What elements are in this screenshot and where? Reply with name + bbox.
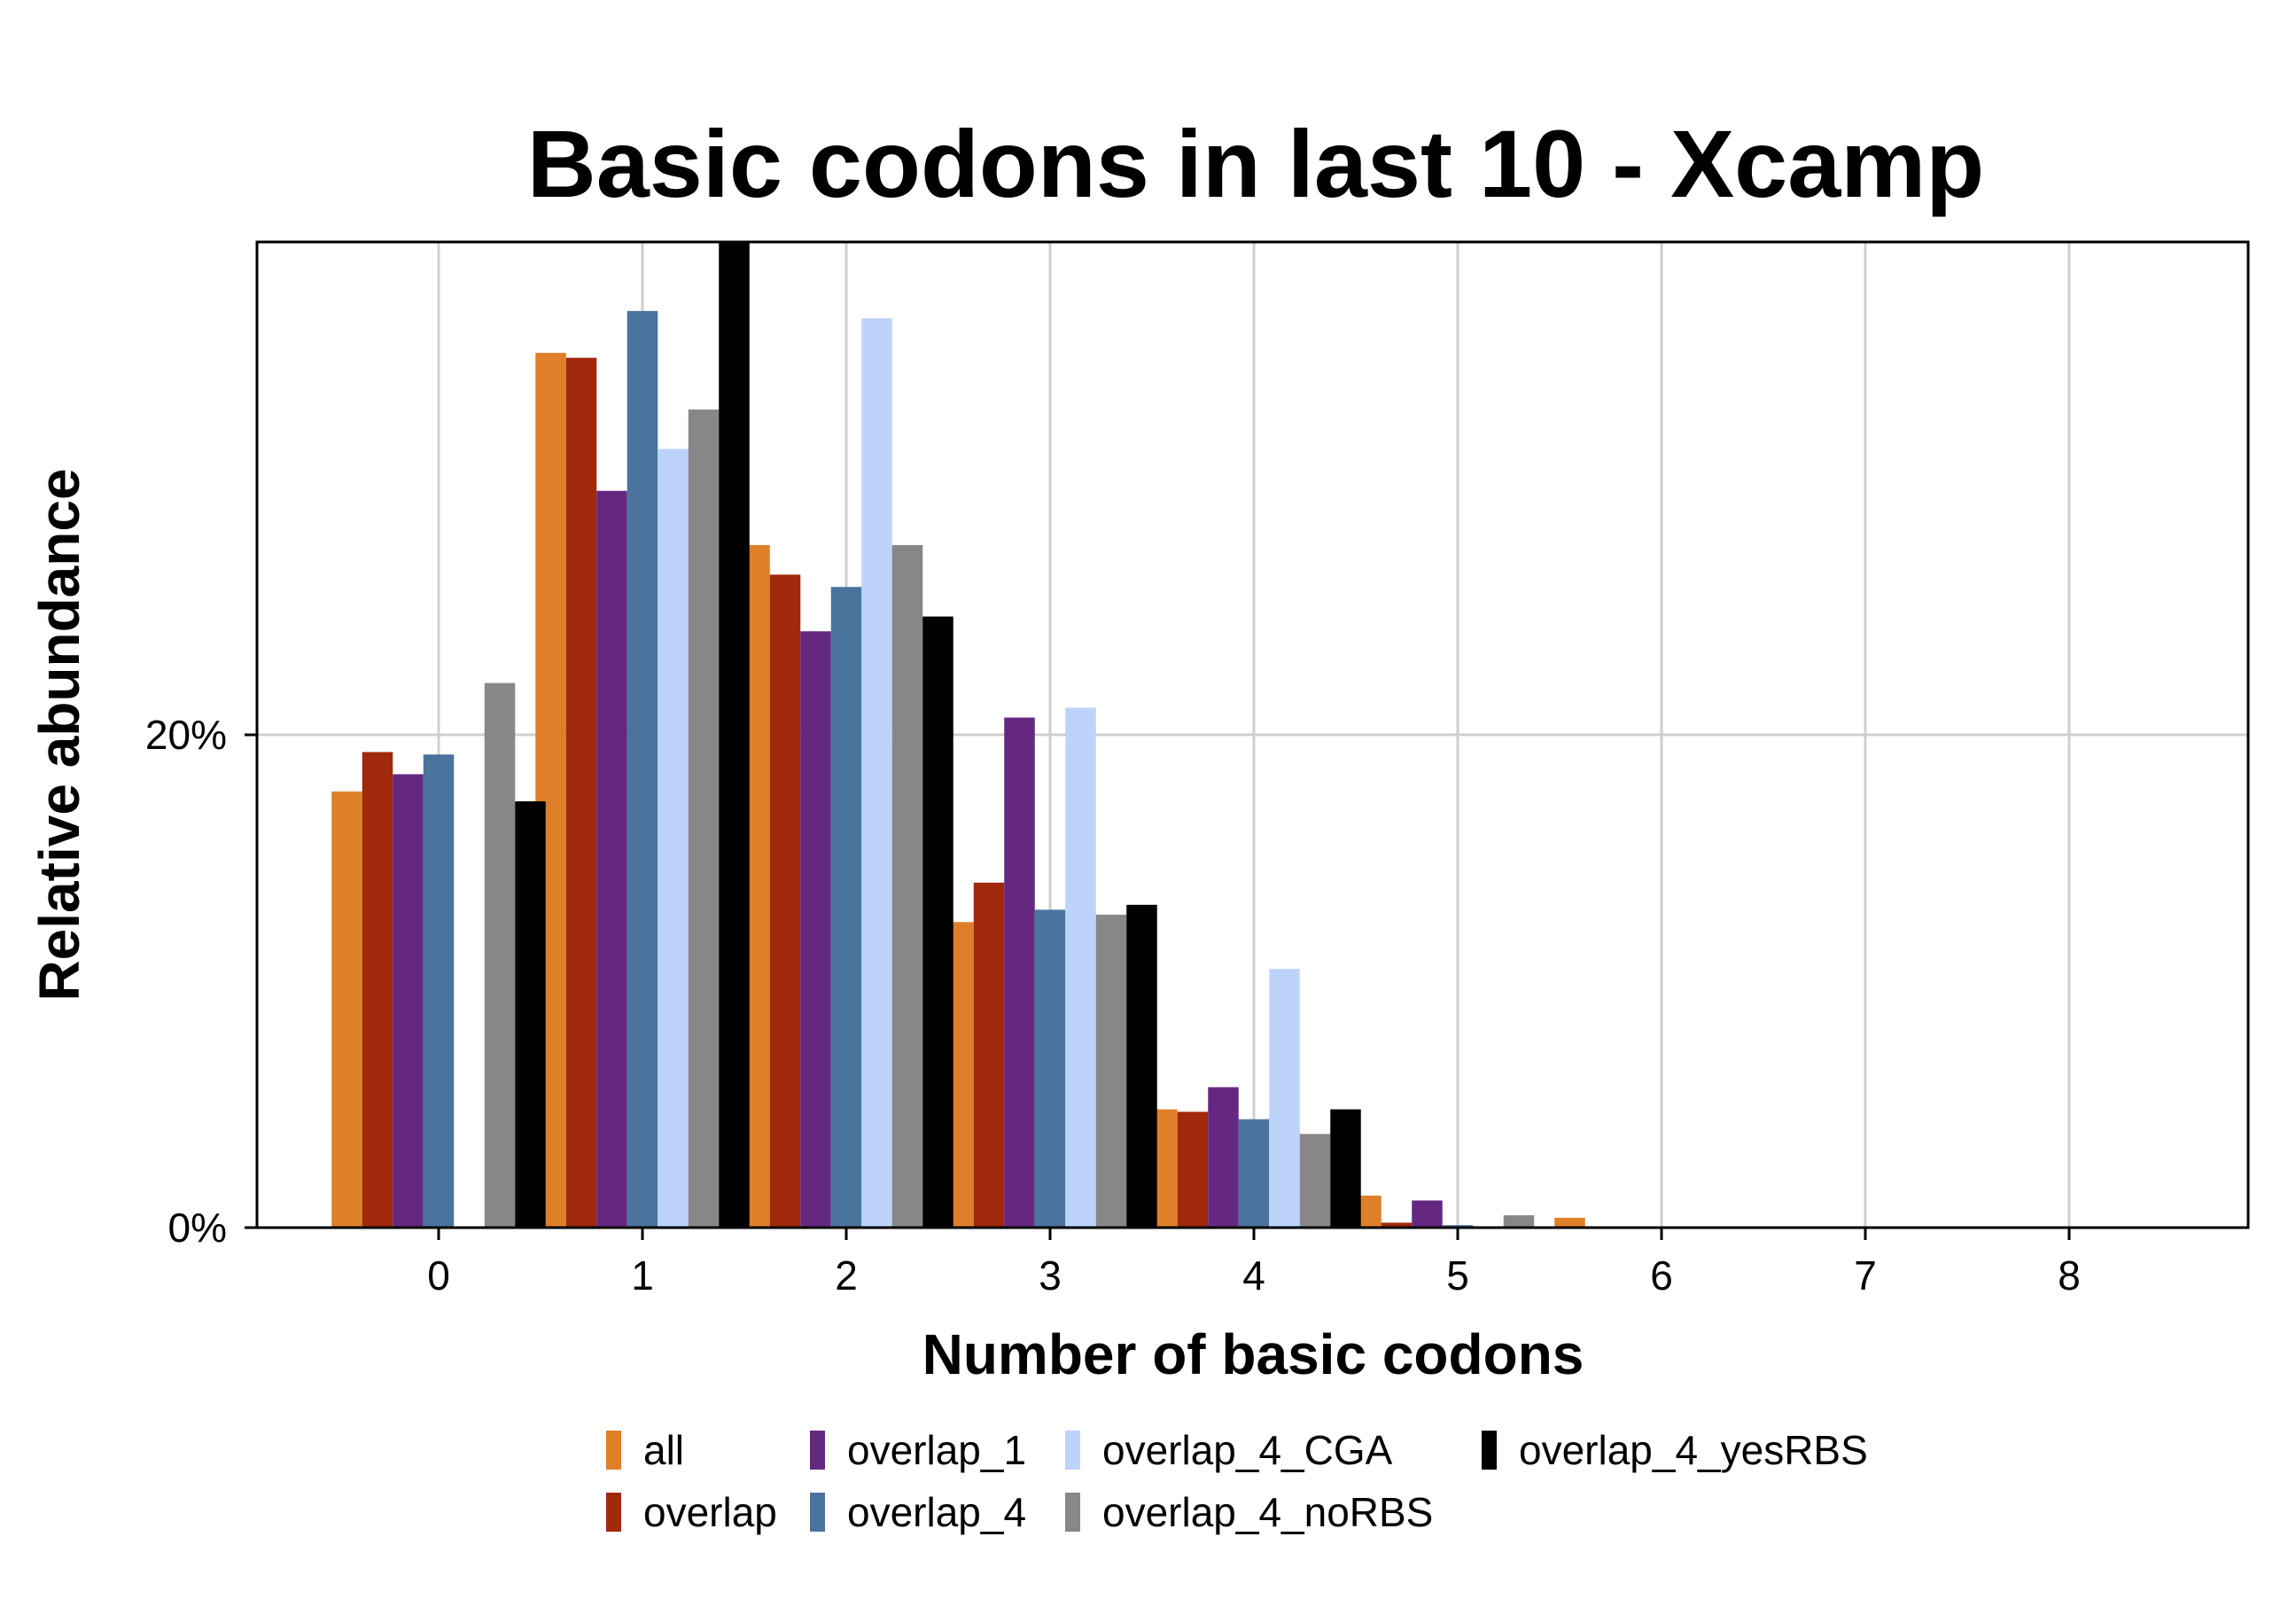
y-tick-label: 0% <box>168 1205 227 1251</box>
bar-overlap_1-1 <box>596 490 627 1228</box>
legend-label-overlap_4_noRBS: overlap_4_noRBS <box>1102 1489 1433 1535</box>
x-tick-label: 7 <box>1854 1252 1877 1299</box>
legend-swatch-overlap_4_CGA <box>1065 1431 1080 1470</box>
x-tick-label: 6 <box>1650 1252 1673 1299</box>
x-tick-label: 0 <box>427 1252 450 1299</box>
legend-swatch-overlap_4_yesRBS <box>1482 1431 1497 1470</box>
legend-label-overlap_4: overlap_4 <box>847 1489 1026 1535</box>
legend-label-all: all <box>643 1427 684 1473</box>
bar-overlap-3 <box>973 882 1005 1228</box>
x-tick-label: 5 <box>1446 1252 1469 1299</box>
bar-overlap_1-3 <box>1004 717 1035 1228</box>
bar-overlap_4_noRBS-5 <box>1503 1215 1535 1228</box>
x-tick-label: 1 <box>631 1252 654 1299</box>
bar-overlap_4_yesRBS-0 <box>515 801 546 1228</box>
bar-overlap_1-4 <box>1208 1087 1239 1228</box>
bar-overlap_1-0 <box>393 774 424 1228</box>
x-axis-label: Number of basic codons <box>922 1322 1584 1386</box>
bar-overlap_4_noRBS-1 <box>688 410 720 1228</box>
bar-overlap_4_yesRBS-4 <box>1330 1109 1361 1228</box>
bar-overlap_4_CGA-3 <box>1065 707 1096 1228</box>
bar-overlap_4_CGA-2 <box>861 318 892 1228</box>
x-tick-label: 8 <box>2058 1252 2081 1299</box>
legend: all overlap overlap_1 overlap_4 overlap_4_CG… <box>606 1427 1868 1535</box>
legend-label-overlap_4_yesRBS: overlap_4_yesRBS <box>1519 1427 1868 1473</box>
bar-overlap_4-2 <box>830 587 862 1228</box>
bar-overlap_4_noRBS-3 <box>1095 914 1127 1228</box>
legend-label-overlap_4_CGA: overlap_4_CGA <box>1102 1427 1393 1473</box>
bar-overlap_4-0 <box>423 754 455 1228</box>
legend-swatch-overlap_4_noRBS <box>1065 1493 1080 1532</box>
bar-overlap_4-1 <box>627 310 658 1228</box>
bar-overlap_4_yesRBS-3 <box>1126 904 1157 1228</box>
x-axis-ticks: 0 1 2 3 4 5 6 7 8 <box>427 1228 2081 1299</box>
legend-label-overlap: overlap <box>643 1489 777 1535</box>
bar-overlap_4_CGA-1 <box>658 448 689 1228</box>
bar-overlap_4_yesRBS-2 <box>922 616 953 1228</box>
legend-swatch-overlap_1 <box>810 1431 825 1470</box>
x-tick-label: 3 <box>1039 1252 1062 1299</box>
bars <box>331 242 1585 1228</box>
bar-overlap_4_noRBS-0 <box>484 682 516 1228</box>
bar-overlap_4-4 <box>1238 1119 1270 1228</box>
chart-title: Basic codons in last 10 - Xcamp <box>527 110 1985 217</box>
bar-overlap_4_noRBS-2 <box>891 544 923 1228</box>
bar-overlap-4 <box>1177 1112 1209 1228</box>
bar-overlap-2 <box>769 574 801 1228</box>
bar-all-0 <box>331 791 362 1228</box>
bar-overlap_4_CGA-4 <box>1269 969 1300 1228</box>
x-tick-label: 4 <box>1242 1252 1265 1299</box>
bar-overlap_4_noRBS-4 <box>1299 1134 1331 1228</box>
bar-overlap-1 <box>565 357 597 1228</box>
bar-overlap-0 <box>362 752 393 1228</box>
bar-overlap_4-3 <box>1034 909 1066 1228</box>
bar-all-6 <box>1554 1217 1585 1228</box>
bar-overlap-5 <box>1381 1222 1413 1228</box>
legend-swatch-all <box>606 1431 621 1470</box>
bar-overlap_4_yesRBS-1 <box>719 242 750 1228</box>
legend-swatch-overlap <box>606 1493 621 1532</box>
legend-label-overlap_1: overlap_1 <box>847 1427 1026 1473</box>
y-axis-label: Relative abundance <box>27 468 91 1001</box>
y-axis-ticks: 0% 20% <box>145 712 257 1251</box>
bar-overlap_1-2 <box>800 631 831 1228</box>
x-tick-label: 2 <box>835 1252 858 1299</box>
legend-swatch-overlap_4 <box>810 1493 825 1532</box>
bar-overlap_1-5 <box>1412 1200 1443 1228</box>
y-tick-label: 20% <box>145 712 227 758</box>
